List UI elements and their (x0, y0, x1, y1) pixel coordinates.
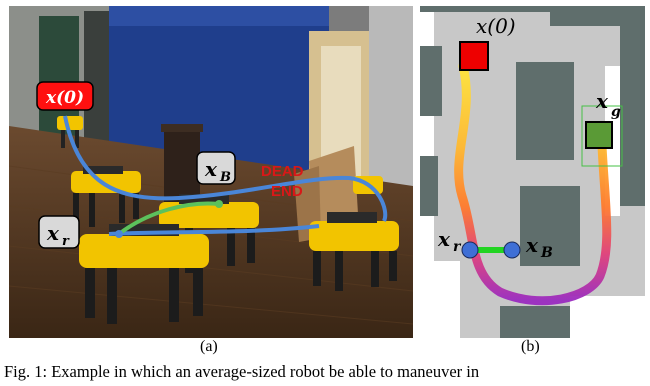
blue-path (63, 115, 388, 222)
svg-text:x: x (204, 157, 218, 181)
robot-icon (57, 116, 83, 148)
robot-r-marker (461, 241, 479, 259)
dead-end-sign: DEAD (261, 163, 304, 180)
robot-b-marker (503, 241, 521, 259)
figure-caption: Fig. 1: Example in which an average-size… (4, 362, 480, 381)
x-b-label-sub: B (540, 245, 553, 261)
robot-icon (71, 166, 141, 227)
svg-text:x: x (46, 221, 60, 245)
map-panel-b: x(0) x g x r x B (420, 6, 645, 338)
goal-label-sub: g (611, 104, 621, 120)
robot-icon (79, 224, 209, 324)
dead-end-sign: END (271, 183, 303, 200)
svg-text:x(0): x(0) (45, 88, 84, 108)
x-b-label: x (525, 233, 539, 257)
blue-path (108, 224, 320, 236)
x-r-label: x (437, 227, 451, 251)
green-path (117, 201, 220, 236)
start-label: x(0) (36, 81, 94, 111)
subfigure-label-b: (b) (521, 338, 540, 355)
subfigure-label-a: (a) (200, 338, 218, 355)
robot-icon (309, 212, 399, 291)
x-b-label: x B (196, 151, 236, 185)
start-label: x(0) (476, 14, 516, 38)
goal-label: x (595, 89, 609, 113)
x-r-label: x r (38, 215, 80, 249)
x-r-label-sub: r (453, 239, 462, 255)
goal-marker (585, 121, 613, 149)
start-marker (459, 41, 489, 71)
photo-panel-a: DEAD END x(0) x B x r (9, 6, 413, 338)
svg-text:B: B (219, 170, 231, 185)
svg-text:r: r (62, 234, 70, 249)
